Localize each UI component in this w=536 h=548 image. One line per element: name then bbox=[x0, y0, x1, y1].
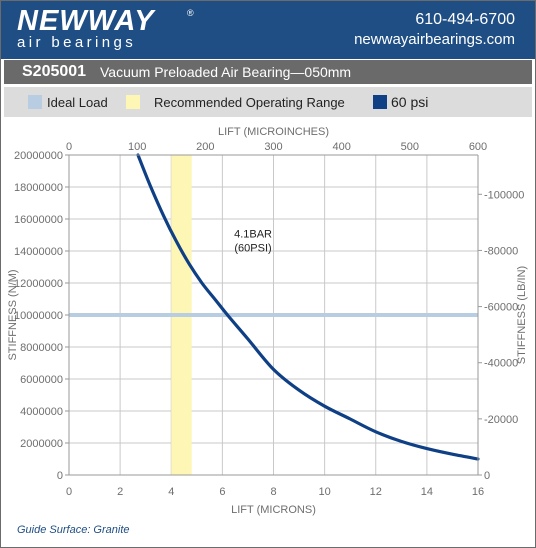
y-axis-label: STIFFNESS (N/M) bbox=[7, 269, 19, 360]
x2-tick-label-0: 0 bbox=[66, 141, 72, 153]
axes bbox=[65, 154, 482, 476]
legend-swatch-operating-range bbox=[126, 95, 140, 109]
phone-number: 610-494-6700 bbox=[415, 11, 515, 28]
legend-label-ideal-load: Ideal Load bbox=[47, 95, 108, 110]
legend-swatch-60psi bbox=[373, 95, 387, 109]
x-tick-label-1: 2 bbox=[117, 486, 123, 498]
x2-tick-label-6: 600 bbox=[469, 141, 487, 153]
x-axis-label: LIFT (MICRONS) bbox=[231, 504, 316, 516]
legend-swatch-ideal-load bbox=[28, 95, 42, 109]
x-tick-label-0: 0 bbox=[66, 486, 72, 498]
annotation-bar: 4.1BAR bbox=[234, 228, 272, 240]
y-tick-label-8: 16000000 bbox=[14, 214, 63, 226]
x-tick-label-3: 6 bbox=[219, 486, 225, 498]
y-tick-label-1: 2000000 bbox=[20, 438, 63, 450]
y2-tick-label-3: -60000 bbox=[484, 302, 518, 314]
stiffness-chart: 0 2 4 6 8 10 12 14 160 100 200 300 400 500 60002000000… bbox=[7, 126, 528, 516]
x2-tick-label-4: 400 bbox=[332, 141, 350, 153]
y2-tick-label-0: 0 bbox=[484, 470, 490, 482]
x2-axis-label: LIFT (MICROINCHES) bbox=[218, 126, 329, 138]
y-tick-label-4: 8000000 bbox=[20, 342, 63, 354]
series-line-0 bbox=[136, 153, 480, 461]
x-tick-label-6: 12 bbox=[370, 486, 382, 498]
y2-tick-label-4: -80000 bbox=[484, 245, 518, 257]
part-description: Vacuum Preloaded Air Bearing—050mm bbox=[100, 64, 352, 80]
y-tick-label-2: 4000000 bbox=[20, 406, 63, 418]
tick-labels: 0 2 4 6 8 10 12 14 160 100 200 300 400 500 60002000000… bbox=[14, 141, 524, 498]
brand-logo: NEWWAY ® air bearings bbox=[17, 5, 194, 51]
part-code: S205001 bbox=[22, 63, 87, 80]
x-tick-label-7: 14 bbox=[421, 486, 433, 498]
x2-tick-label-3: 300 bbox=[264, 141, 282, 153]
x2-tick-label-5: 500 bbox=[401, 141, 419, 153]
header-bar: NEWWAY ® air bearings 610-494-6700 newwa… bbox=[1, 1, 535, 59]
title-bar: S205001 Vacuum Preloaded Air Bearing—050… bbox=[4, 60, 532, 84]
x-tick-label-4: 8 bbox=[270, 486, 276, 498]
brand-subtitle: air bearings bbox=[17, 34, 137, 51]
x-tick-label-2: 4 bbox=[168, 486, 174, 498]
y2-tick-label-1: -20000 bbox=[484, 414, 518, 426]
y-tick-label-3: 6000000 bbox=[20, 374, 63, 386]
x-tick-label-5: 10 bbox=[319, 486, 331, 498]
legend: Ideal Load Recommended Operating Range 6… bbox=[4, 87, 532, 117]
grid bbox=[68, 154, 479, 476]
legend-label-operating-range: Recommended Operating Range bbox=[154, 95, 345, 110]
x2-tick-label-1: 100 bbox=[128, 141, 146, 153]
y-tick-label-5: 10000000 bbox=[14, 310, 63, 322]
x-tick-label-8: 16 bbox=[472, 486, 484, 498]
y-tick-label-7: 14000000 bbox=[14, 246, 63, 258]
y-tick-label-6: 12000000 bbox=[14, 278, 63, 290]
y-tick-label-9: 18000000 bbox=[14, 182, 63, 194]
y2-axis-label: STIFFNESS (LB/IN) bbox=[516, 266, 528, 364]
y2-tick-label-2: -40000 bbox=[484, 358, 518, 370]
y2-tick-label-5: -100000 bbox=[484, 189, 524, 201]
brand-name: NEWWAY bbox=[17, 5, 155, 37]
y-tick-label-10: 20000000 bbox=[14, 150, 63, 162]
x2-tick-label-2: 200 bbox=[196, 141, 214, 153]
registered-mark: ® bbox=[187, 8, 194, 18]
website-link[interactable]: newwayairbearings.com bbox=[354, 31, 515, 48]
annotation-psi: (60PSI) bbox=[234, 242, 271, 254]
y-tick-label-0: 0 bbox=[57, 470, 63, 482]
legend-label-60psi: 60 psi bbox=[391, 94, 429, 110]
guide-surface-note: Guide Surface: Granite bbox=[17, 524, 130, 536]
